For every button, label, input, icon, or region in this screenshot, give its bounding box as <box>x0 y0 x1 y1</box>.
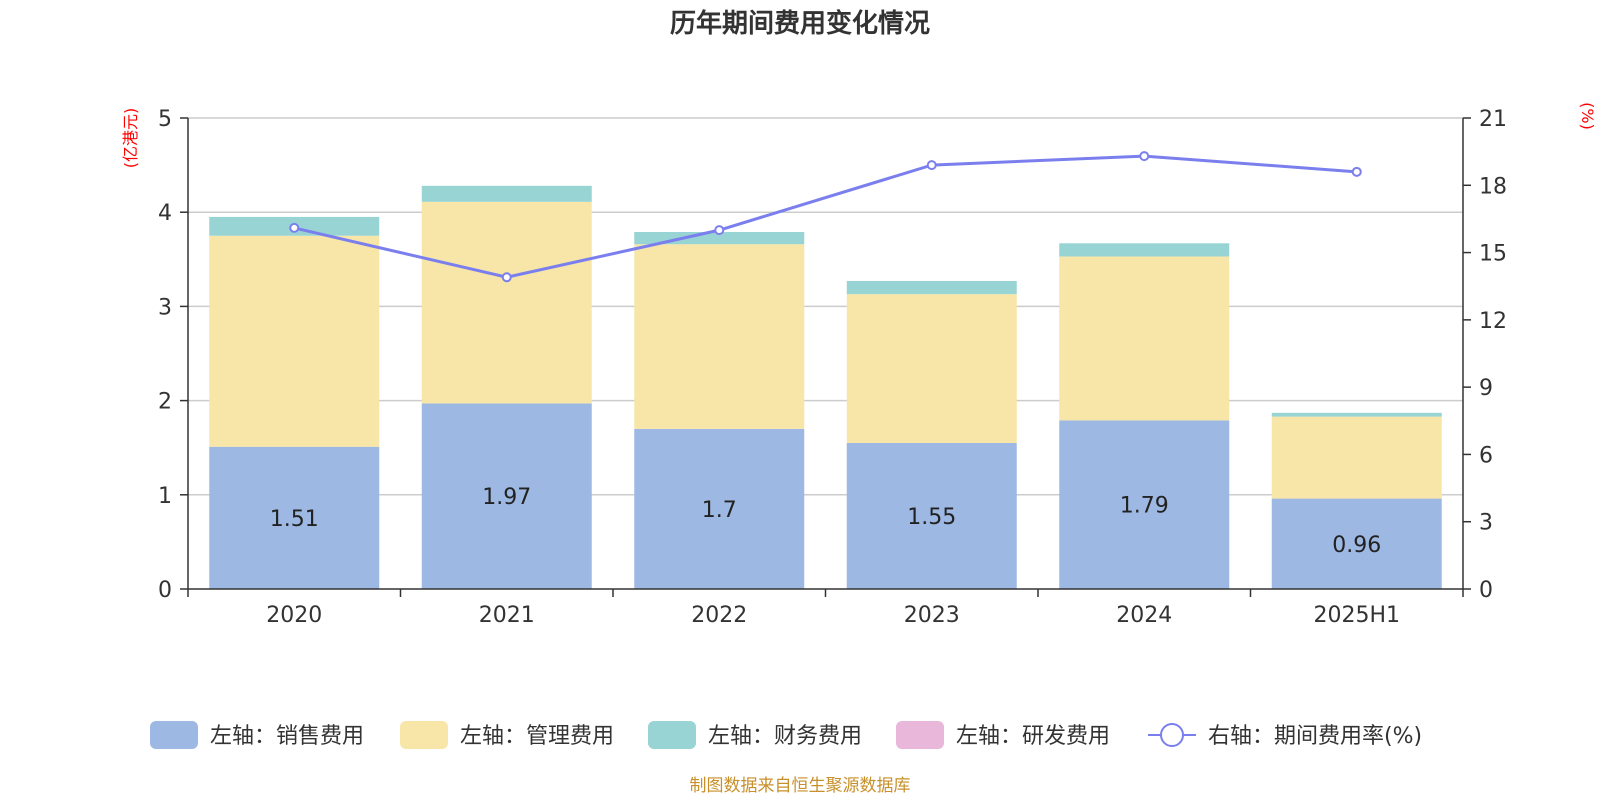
bar-2022-series-1 <box>634 244 805 429</box>
left-axis-unit: (亿港元) <box>121 108 140 169</box>
chart-title: 历年期间费用变化情况 <box>670 8 930 39</box>
bar-2021-series-1 <box>421 201 592 404</box>
bar-2023-series-2 <box>846 280 1017 295</box>
expense-rate-point-2020 <box>289 222 300 233</box>
expense-rate-line <box>289 151 1362 283</box>
left-tick-label: 0 <box>158 578 172 603</box>
bar-2025H1-series-2 <box>1271 412 1442 417</box>
bar-2020-series-1 <box>209 235 380 447</box>
legend: 左轴：销售费用 左轴：管理费用 左轴：财务费用 左轴：研发费用 右轴：期间费用率(%) <box>150 721 1422 749</box>
data-label-2023: 1.55 <box>907 505 956 530</box>
legend-label-0: 左轴：销售费用 <box>210 724 364 749</box>
right-tick-label: 15 <box>1479 242 1507 267</box>
bar-2024-series-0 <box>1059 420 1230 589</box>
bar-2022-series-0 <box>634 428 805 589</box>
expense-rate-point-2023 <box>926 160 937 171</box>
bar-2024-series-2 <box>1059 243 1230 257</box>
expense-rate-point-2025H1 <box>1351 166 1362 177</box>
bar-2025H1-series-1 <box>1271 416 1442 499</box>
x-tick-label-2024: 2024 <box>1116 603 1172 628</box>
right-tick-label: 21 <box>1479 107 1507 132</box>
expense-rate-point-2021 <box>501 272 512 283</box>
bar-2023-series-0 <box>846 442 1017 589</box>
legend-label-1: 左轴：管理费用 <box>460 724 614 749</box>
bar-2020-series-0 <box>209 446 380 589</box>
data-label-2021: 1.97 <box>482 485 531 510</box>
right-tick-label: 6 <box>1479 443 1493 468</box>
expense-rate-polyline <box>293 154 1357 279</box>
legend-swatch-2 <box>648 721 696 749</box>
right-tick-label: 12 <box>1479 309 1507 334</box>
x-tick-label-2023: 2023 <box>904 603 960 628</box>
bar-2021-series-2 <box>421 185 592 202</box>
bar-2022-series-2 <box>634 231 805 245</box>
legend-swatch-1 <box>400 721 448 749</box>
legend-swatch-3 <box>896 721 944 749</box>
left-tick-label: 3 <box>158 295 172 320</box>
right-tick-label: 0 <box>1479 578 1493 603</box>
legend-label-3: 左轴：研发费用 <box>956 724 1110 749</box>
expense-rate-point-2022 <box>714 225 725 236</box>
bar-2021-series-0 <box>421 403 592 589</box>
bar-2024-series-1 <box>1059 256 1230 421</box>
x-tick-label-2021: 2021 <box>479 603 535 628</box>
left-tick-label: 4 <box>158 201 172 226</box>
x-tick-label-2022: 2022 <box>691 603 747 628</box>
grid-lines <box>188 117 1463 496</box>
right-tick-label: 9 <box>1479 376 1493 401</box>
right-axis-unit: (%) <box>1578 102 1597 130</box>
legend-label-4: 右轴：期间费用率(%) <box>1208 724 1422 749</box>
legend-label-2: 左轴：财务费用 <box>708 724 862 749</box>
left-tick-label: 1 <box>158 484 172 509</box>
legend-circle-swatch <box>1160 723 1184 747</box>
bar-2023-series-1 <box>846 294 1017 443</box>
data-label-2025H1: 0.96 <box>1332 533 1381 558</box>
data-label-2022: 1.7 <box>702 498 737 523</box>
right-tick-label: 3 <box>1479 511 1493 536</box>
x-tick-label-2025H1: 2025H1 <box>1313 603 1400 628</box>
left-tick-label: 2 <box>158 390 172 415</box>
data-labels: 1.51 1.97 1.7 1.55 1.79 0.96 <box>270 485 1381 558</box>
right-tick-label: 18 <box>1479 174 1507 199</box>
left-tick-label: 5 <box>158 107 172 132</box>
expense-rate-point-2024 <box>1139 151 1150 162</box>
legend-swatch-0 <box>150 721 198 749</box>
bar-series <box>209 185 1442 589</box>
data-label-2024: 1.79 <box>1120 494 1169 519</box>
bar-2025H1-series-0 <box>1271 498 1442 589</box>
x-tick-label-2020: 2020 <box>266 603 322 628</box>
source-note: 制图数据来自恒生聚源数据库 <box>690 776 911 796</box>
data-label-2020: 1.51 <box>270 507 319 532</box>
